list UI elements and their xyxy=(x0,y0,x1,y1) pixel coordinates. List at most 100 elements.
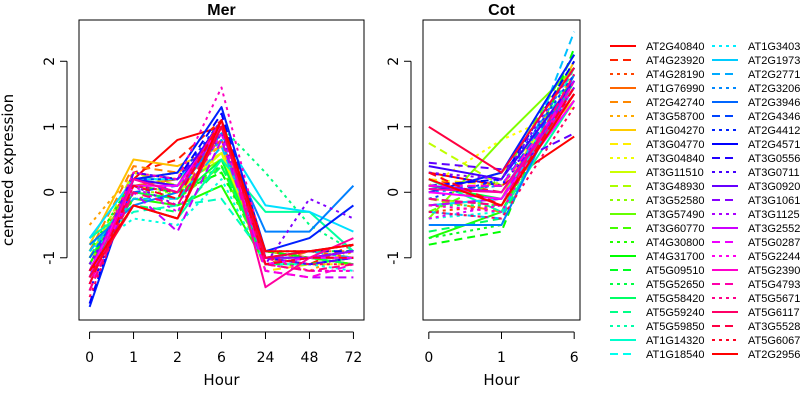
legend-item: AT1G14320 xyxy=(610,335,705,347)
legend-item: AT4G28190 xyxy=(610,69,705,81)
series-line-at5g5671 xyxy=(428,80,576,213)
series-line-at3g1061 xyxy=(428,132,575,171)
y-tick-label: 0 xyxy=(386,188,402,197)
legend-item: AT3G0556 xyxy=(712,153,800,165)
panel-title: Mer xyxy=(207,2,235,19)
legend-label: AT2G3206 xyxy=(748,83,800,95)
legend-item: AT3G2552 xyxy=(712,223,800,235)
legend-label: AT3G0556 xyxy=(748,153,800,165)
legend-item: AT2G4571 xyxy=(712,139,800,151)
x-tick-label: 6 xyxy=(217,350,226,366)
legend-item: AT2G4346 xyxy=(712,111,800,123)
y-tick-label: 2 xyxy=(386,57,402,66)
legend-label: AT3G48930 xyxy=(646,181,705,193)
plot-frame xyxy=(78,19,365,321)
x-tick-label: 0 xyxy=(424,350,433,366)
legend-item: AT3G58700 xyxy=(610,111,705,123)
legend-label: AT5G6117 xyxy=(748,307,800,319)
legend-item: AT3G11510 xyxy=(610,167,704,179)
series-line-at3g1125 xyxy=(428,67,576,181)
x-tick-label: 6 xyxy=(570,350,579,366)
legend-label: AT3G5528 xyxy=(748,321,800,333)
legend-item: AT5G52650 xyxy=(610,279,705,291)
series-lines xyxy=(88,86,355,308)
x-tick-label: 0 xyxy=(85,350,94,366)
legend-item: AT2G2771 xyxy=(712,69,800,81)
legend-item: AT5G59240 xyxy=(610,307,705,319)
legend-item: AT2G3206 xyxy=(712,83,800,95)
x-tick-label: 48 xyxy=(301,350,319,366)
legend-label: AT3G1061 xyxy=(748,195,800,207)
legend-item: AT3G1125 xyxy=(712,209,800,221)
legend-label: AT2G4346 xyxy=(748,111,800,123)
legend-label: AT5G58420 xyxy=(646,293,705,305)
legend-label: AT1G3403 xyxy=(748,41,800,53)
legend-label: AT2G3946 xyxy=(748,97,800,109)
legend-label: AT3G0920 xyxy=(748,181,800,193)
legend-item: AT3G57490 xyxy=(610,209,705,221)
legend-label: AT3G52580 xyxy=(646,195,705,207)
x-tick-label: 1 xyxy=(129,350,138,366)
legend-label: AT2G4571 xyxy=(748,139,800,151)
legend-label: AT3G1125 xyxy=(748,209,800,221)
legend-label: AT1G04270 xyxy=(646,125,705,137)
series-line-at3g5528 xyxy=(88,125,354,291)
legend-label: AT1G76990 xyxy=(646,83,705,95)
series-line-at5g2390 xyxy=(428,100,576,200)
legend-label: AT1G14320 xyxy=(646,335,705,347)
x-tick-label: 1 xyxy=(497,350,506,366)
legend-label: AT5G59850 xyxy=(646,321,705,333)
legend-label: AT5G0287 xyxy=(748,237,800,249)
legend-item: AT4G30800 xyxy=(610,237,705,249)
legend-label: AT4G23920 xyxy=(646,55,705,67)
legend-label: AT1G18540 xyxy=(646,349,705,361)
legend-label: AT3G04770 xyxy=(646,139,705,151)
series-line-at2g42740 xyxy=(88,145,354,266)
y-axis-title: centered expression xyxy=(0,94,17,246)
legend-label: AT5G4793 xyxy=(748,279,800,291)
legend-item: AT3G04840 xyxy=(610,153,705,165)
x-axis-title: Hour xyxy=(483,371,520,389)
legend-item: AT5G0287 xyxy=(712,237,800,249)
legend-label: AT5G6067 xyxy=(748,335,800,347)
legend-item: AT5G6067 xyxy=(712,335,800,347)
legend-label: AT2G4412 xyxy=(748,125,800,137)
legend-label: AT3G11510 xyxy=(646,167,704,179)
legend-label: AT2G2956 xyxy=(748,349,800,361)
series-line-at2g3946 xyxy=(428,73,576,226)
y-tick-label: -1 xyxy=(42,251,58,265)
legend-label: AT2G42740 xyxy=(646,97,705,109)
series-line-at2g2956c xyxy=(428,93,576,207)
legend-label: AT2G1973 xyxy=(748,55,800,67)
legend-item: AT3G0711 xyxy=(712,167,800,179)
legend-item: AT2G2956 xyxy=(712,349,800,361)
series-line-at2g2956b xyxy=(88,119,354,285)
legend-item: AT5G4793 xyxy=(712,279,800,291)
panel-cot: Cot 0 1 6 Hour -1 0 1 2 xyxy=(386,2,581,389)
series-line-at5g5671 xyxy=(88,86,354,278)
series-line-at5g4793 xyxy=(428,86,576,187)
legend-item: AT2G4412 xyxy=(712,125,800,137)
legend-label: AT4G31700 xyxy=(646,251,705,263)
legend-item: AT2G40840 xyxy=(610,41,705,53)
panel-title: Cot xyxy=(488,2,515,19)
legend-item: AT3G60770 xyxy=(610,223,705,235)
legend-item: AT4G31700 xyxy=(610,251,705,263)
legend-item: AT5G59850 xyxy=(610,321,705,333)
y-tick-label: 2 xyxy=(42,57,58,66)
series-lines xyxy=(428,31,576,246)
legend-item: AT3G52580 xyxy=(610,195,705,207)
legend-label: AT4G28190 xyxy=(646,69,705,81)
legend-item: AT5G2390 xyxy=(712,265,800,277)
legend-item: AT1G76990 xyxy=(610,83,705,95)
legend-label: AT5G59240 xyxy=(646,307,705,319)
legend-item: AT1G18540 xyxy=(610,349,705,361)
legend-item: AT3G5528 xyxy=(712,321,800,333)
legend-item: AT3G04770 xyxy=(610,139,705,151)
legend-label: AT5G2244 xyxy=(748,251,800,263)
y-tick-label: 1 xyxy=(42,122,58,131)
legend-label: AT2G2771 xyxy=(748,69,800,81)
legend-label: AT2G40840 xyxy=(646,41,705,53)
legend-item: AT5G5671 xyxy=(712,293,800,305)
